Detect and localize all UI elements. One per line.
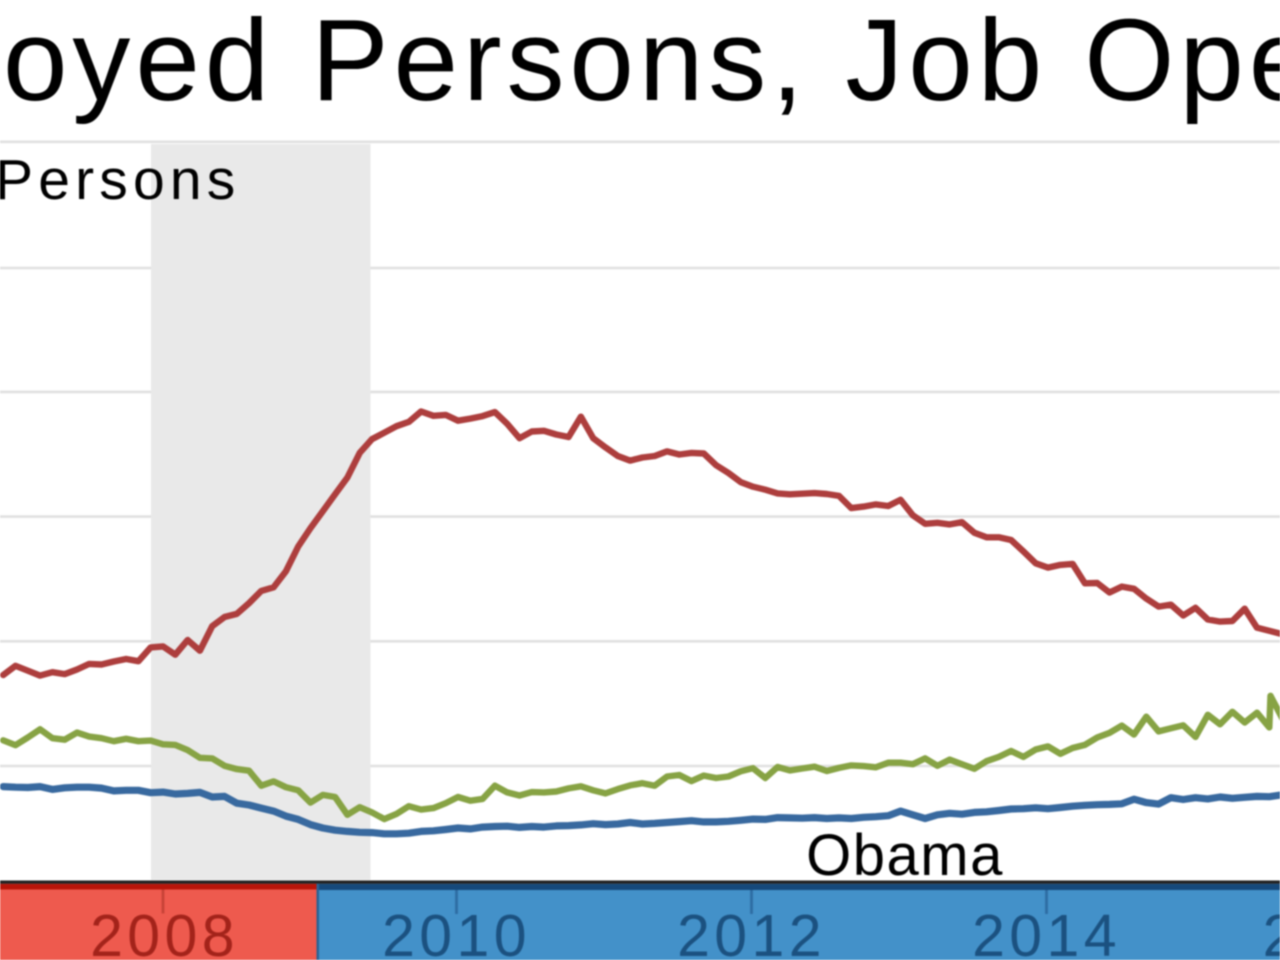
svg-text:2012: 2012	[677, 903, 826, 960]
svg-text:2010: 2010	[382, 903, 531, 960]
svg-text:Obama: Obama	[806, 823, 1004, 888]
svg-text:2014: 2014	[972, 903, 1121, 960]
svg-text:Unemployed Persons, Job Openin: Unemployed Persons, Job Openings, and Qu…	[0, 0, 1280, 125]
svg-text:2016: 2016	[1263, 903, 1280, 960]
svg-text:Persons: Persons	[0, 148, 241, 212]
svg-text:2008: 2008	[90, 903, 239, 960]
